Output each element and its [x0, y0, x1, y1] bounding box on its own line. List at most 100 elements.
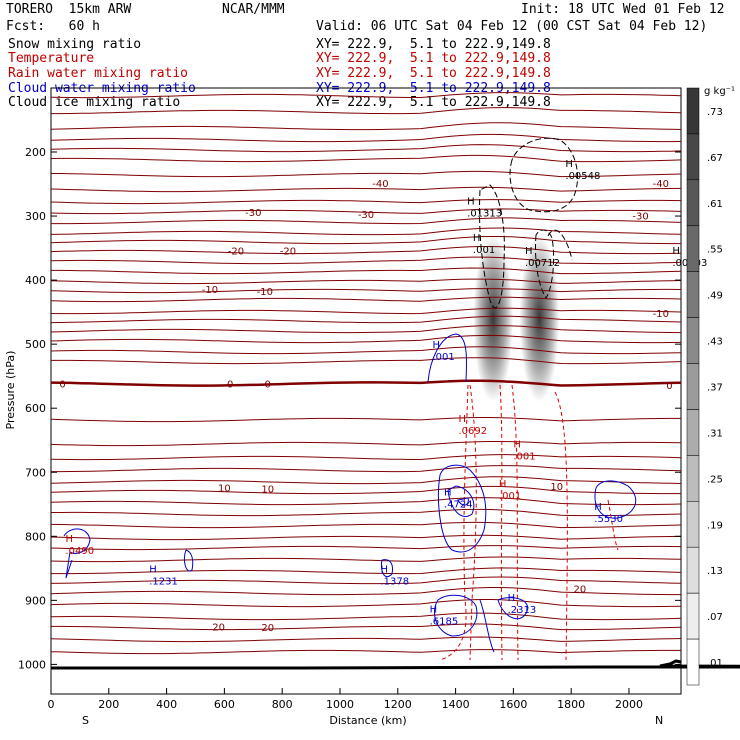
max-marker: H — [430, 605, 438, 616]
x-end-left: S — [82, 714, 89, 727]
max-marker: H — [594, 502, 602, 513]
y-tick-label: 800 — [25, 530, 46, 543]
temperature-contour — [50, 278, 682, 285]
temperature-contour — [50, 288, 682, 294]
temperature-contour — [51, 357, 682, 365]
y-axis-title: Pressure (hPa) — [4, 351, 17, 430]
max-value-label: .1378 — [380, 576, 409, 587]
header-fcst: Fcst: 60 h — [6, 19, 100, 34]
x-tick-label: 800 — [272, 698, 293, 711]
cloud-ice-contour — [478, 184, 505, 309]
colorbar-label: .67 — [707, 153, 723, 164]
colorbar-swatch — [686, 87, 700, 135]
temperature-contour — [50, 612, 682, 621]
colorbar-label: .55 — [707, 245, 723, 256]
max-value-label: .1231 — [149, 576, 178, 587]
max-marker: H — [458, 414, 466, 425]
cloud-water-contours — [63, 333, 637, 653]
temperature-contour — [50, 497, 682, 506]
colorbar-label: .43 — [707, 337, 723, 348]
temperature-label: -30 — [358, 210, 374, 221]
colorbar-swatch — [686, 133, 700, 181]
cloud-water-contour — [427, 333, 468, 383]
colorbar-swatch — [686, 546, 700, 594]
max-marker: H — [65, 534, 73, 545]
header-valid: Valid: 06 UTC Sat 04 Feb 12 (00 CST Sat … — [316, 19, 708, 34]
colorbar-swatch — [686, 179, 700, 226]
temperature-contour — [50, 534, 682, 541]
temperature-contours — [50, 92, 682, 655]
colorbar-swatch — [686, 363, 700, 410]
max-marker: H — [444, 487, 452, 498]
cloud-water-contour — [183, 549, 194, 572]
terrain-line — [51, 659, 740, 670]
field-xy-cloud-ice: XY= 222.9, 5.1 to 222.9,149.8 — [316, 95, 551, 110]
temperature-contour — [50, 454, 682, 461]
temperature-label: -10 — [257, 287, 273, 298]
colorbar-swatch — [686, 317, 700, 364]
max-marker: H — [467, 197, 475, 208]
rain-contour — [469, 384, 477, 661]
temperature-contour — [50, 92, 682, 99]
temperature-label: 10 — [261, 485, 274, 496]
temperature-label: 20 — [573, 585, 586, 596]
temperature-contour — [50, 256, 682, 265]
cloud-ice-contours — [478, 137, 578, 309]
temperature-contour — [50, 556, 682, 563]
temperature-contour — [51, 465, 682, 473]
temperature-label: 10 — [550, 482, 563, 493]
max-marker: H — [473, 233, 481, 244]
colorbar-label: .49 — [707, 291, 723, 302]
max-marker: H — [432, 340, 440, 351]
colorbar-label: .19 — [707, 520, 723, 531]
field-name-snow: Snow mixing ratio — [8, 37, 142, 52]
temperature-contour — [50, 417, 681, 423]
temperature-contour — [50, 441, 682, 447]
temperature-contour — [50, 346, 682, 355]
cloud-water-contour — [447, 485, 475, 517]
temperature-label: -30 — [245, 208, 261, 219]
max-value-label: .001 — [513, 451, 535, 462]
temperature-contour — [50, 122, 682, 131]
temperature-contour — [51, 217, 682, 225]
max-value-label: .6185 — [430, 617, 459, 628]
colorbar-label: .73 — [707, 107, 723, 118]
rain-contour — [439, 384, 469, 661]
temperature-label: -20 — [228, 246, 244, 257]
temperature-contour — [50, 227, 682, 236]
cloud-water-contour — [479, 597, 529, 653]
x-tick-label: 1000 — [326, 698, 354, 711]
max-value-label: .001 — [432, 352, 454, 363]
max-marker: H — [565, 159, 573, 170]
temperature-contour — [50, 246, 682, 255]
freezing-level-contour — [50, 379, 682, 387]
colorbar-swatch — [686, 225, 700, 272]
x-tick-label: 400 — [156, 698, 177, 711]
temperature-contour — [50, 236, 681, 245]
temperature-contour — [51, 623, 682, 631]
temperature-contour — [51, 170, 682, 178]
temperature-label: 0 — [666, 381, 672, 392]
x-tick-label: 200 — [98, 698, 119, 711]
rain-contour — [511, 384, 519, 661]
cloud-ice-contour — [547, 229, 573, 261]
x-tick-label: 1200 — [384, 698, 412, 711]
temperature-contour — [50, 521, 682, 529]
field-xy-rain: XY= 222.9, 5.1 to 222.9,149.8 — [316, 66, 551, 81]
colorbar-swatch — [686, 271, 700, 318]
temperature-label: -20 — [280, 246, 296, 257]
field-xy-snow: XY= 222.9, 5.1 to 222.9,149.8 — [316, 37, 551, 52]
colorbar-label: .01 — [707, 658, 723, 669]
max-marker: H — [525, 246, 533, 257]
temperature-contour — [50, 476, 682, 485]
colorbar-swatch — [686, 409, 700, 456]
field-xy-temperature: XY= 222.9, 5.1 to 222.9,149.8 — [316, 51, 551, 66]
cloud-ice-contour — [535, 229, 555, 299]
temperature-contour — [50, 186, 682, 193]
cloud-water-contour — [457, 497, 469, 506]
x-tick-label: 2000 — [615, 698, 643, 711]
cloud-water-contour — [594, 480, 637, 519]
y-tick-label: 600 — [25, 402, 46, 415]
colorbar-unit: g kg⁻¹ — [704, 86, 735, 97]
